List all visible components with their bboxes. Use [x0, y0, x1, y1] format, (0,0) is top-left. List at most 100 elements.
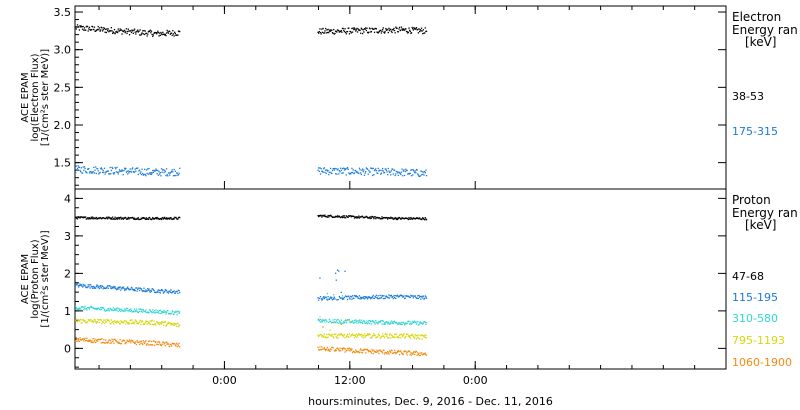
data-point	[351, 351, 354, 354]
data-point	[355, 30, 357, 32]
data-point	[135, 308, 138, 310]
data-point	[402, 28, 404, 30]
data-point	[115, 322, 118, 324]
data-point	[157, 309, 159, 312]
data-point	[159, 342, 161, 344]
data-point	[119, 308, 121, 310]
data-point	[393, 217, 396, 220]
data-point	[100, 308, 103, 311]
data-point	[118, 288, 120, 290]
data-point	[143, 29, 145, 32]
data-point	[393, 349, 396, 352]
data-point	[346, 167, 348, 170]
data-point	[329, 334, 332, 337]
data-point	[346, 166, 349, 169]
data-point	[159, 172, 161, 174]
y-axis-label: log(Proton Flux)	[30, 239, 41, 318]
data-point	[112, 307, 114, 309]
data-point	[415, 350, 418, 353]
data-point	[371, 297, 373, 299]
data-point	[106, 28, 108, 30]
data-point	[108, 216, 110, 218]
data-point	[347, 216, 349, 219]
data-point	[323, 336, 325, 338]
data-point	[388, 337, 390, 339]
data-point	[75, 340, 77, 342]
data-point	[370, 350, 372, 353]
data-point	[130, 309, 133, 312]
data-point	[96, 321, 99, 323]
data-point	[123, 169, 125, 172]
data-point	[379, 294, 381, 296]
data-point	[81, 322, 83, 324]
data-point	[112, 31, 114, 33]
data-point	[113, 173, 115, 175]
data-point	[125, 309, 127, 311]
data-point	[326, 31, 329, 34]
data-point	[395, 321, 398, 324]
legend-subtitle: Energy ran	[732, 23, 798, 37]
data-point	[174, 343, 176, 345]
data-point	[401, 323, 403, 326]
data-point	[140, 342, 142, 344]
data-point	[171, 169, 173, 171]
data-point	[116, 288, 118, 291]
data-point	[124, 168, 126, 170]
data-point	[412, 174, 414, 176]
data-point	[167, 342, 169, 344]
data-point	[90, 340, 92, 342]
data-point	[326, 292, 329, 295]
data-point	[145, 344, 148, 346]
data-point	[110, 27, 113, 29]
data-point	[318, 170, 320, 173]
data-point	[130, 308, 132, 310]
data-point	[93, 26, 96, 28]
data-point	[338, 349, 340, 351]
data-point	[113, 320, 116, 322]
data-point	[355, 335, 357, 338]
data-point	[387, 350, 389, 353]
data-point	[123, 289, 126, 291]
data-point	[375, 217, 377, 220]
data-point	[344, 351, 346, 353]
data-point	[355, 216, 357, 218]
data-point	[336, 216, 338, 218]
data-point	[328, 216, 330, 218]
data-point	[160, 217, 162, 220]
data-point	[95, 322, 97, 324]
data-point	[385, 333, 387, 335]
data-point	[113, 28, 116, 31]
data-point	[365, 335, 367, 337]
data-point	[109, 217, 111, 219]
data-point	[389, 217, 391, 220]
data-point	[342, 336, 344, 338]
data-point	[346, 298, 349, 301]
data-point	[391, 322, 393, 325]
data-point	[423, 174, 425, 176]
data-point	[322, 319, 324, 321]
data-point	[161, 343, 163, 345]
data-point	[111, 338, 113, 340]
data-point	[156, 173, 158, 175]
data-point	[130, 171, 133, 173]
data-point	[385, 168, 387, 170]
data-point	[416, 297, 418, 299]
data-point	[111, 216, 114, 218]
data-point	[422, 322, 425, 324]
data-point	[396, 335, 398, 338]
data-point	[341, 216, 344, 219]
data-point	[173, 290, 175, 292]
data-point	[103, 322, 106, 325]
data-point	[361, 334, 364, 336]
data-point	[103, 309, 106, 311]
data-point	[397, 174, 399, 177]
data-point	[394, 32, 396, 34]
data-point	[363, 296, 365, 298]
data-point	[165, 341, 168, 343]
data-point	[147, 33, 149, 35]
data-point	[135, 319, 137, 322]
data-point	[127, 28, 129, 30]
data-point	[100, 342, 103, 344]
data-point	[93, 28, 95, 31]
data-point	[411, 352, 413, 354]
